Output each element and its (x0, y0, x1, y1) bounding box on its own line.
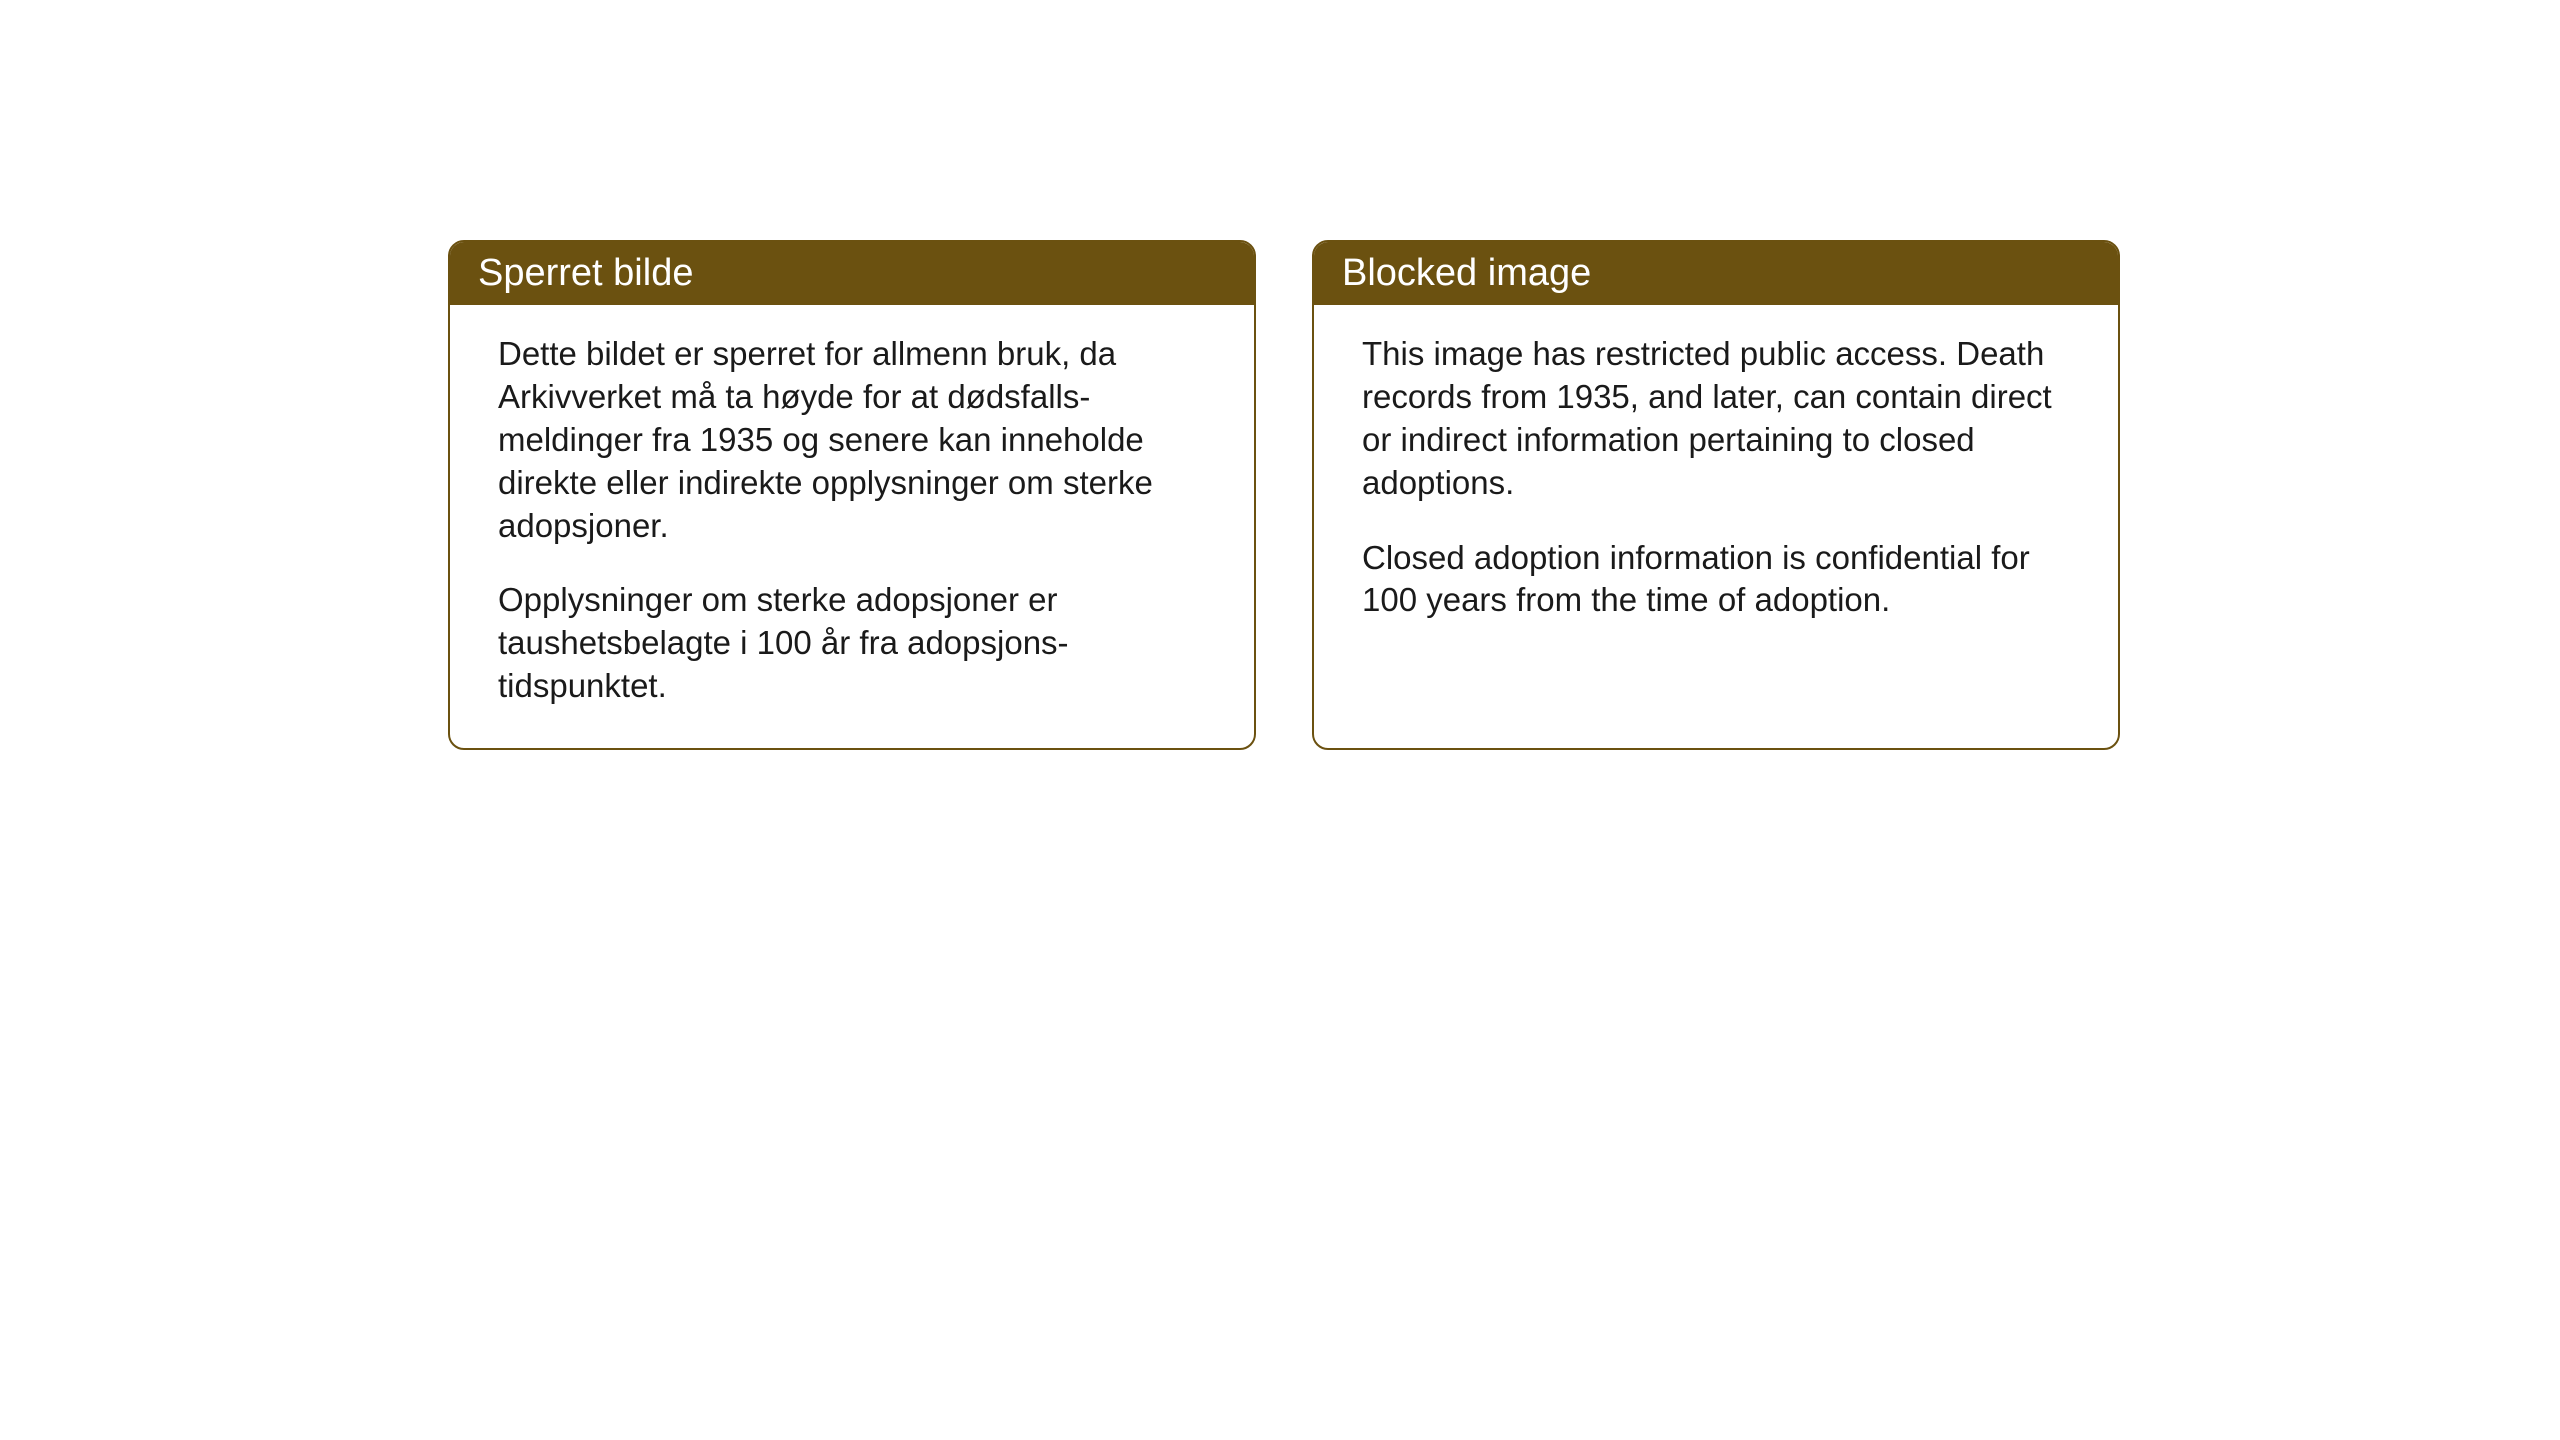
english-paragraph-1: This image has restricted public access.… (1362, 333, 2070, 505)
english-card-header: Blocked image (1314, 242, 2118, 305)
english-paragraph-2: Closed adoption information is confident… (1362, 537, 2070, 623)
english-card: Blocked image This image has restricted … (1312, 240, 2120, 750)
english-card-title: Blocked image (1342, 252, 1591, 294)
cards-container: Sperret bilde Dette bildet er sperret fo… (448, 240, 2120, 750)
norwegian-card-header: Sperret bilde (450, 242, 1254, 305)
norwegian-card: Sperret bilde Dette bildet er sperret fo… (448, 240, 1256, 750)
norwegian-card-title: Sperret bilde (478, 252, 693, 294)
norwegian-paragraph-2: Opplysninger om sterke adopsjoner er tau… (498, 579, 1206, 708)
norwegian-paragraph-1: Dette bildet er sperret for allmenn bruk… (498, 333, 1206, 547)
english-card-body: This image has restricted public access.… (1314, 305, 2118, 662)
norwegian-card-body: Dette bildet er sperret for allmenn bruk… (450, 305, 1254, 748)
